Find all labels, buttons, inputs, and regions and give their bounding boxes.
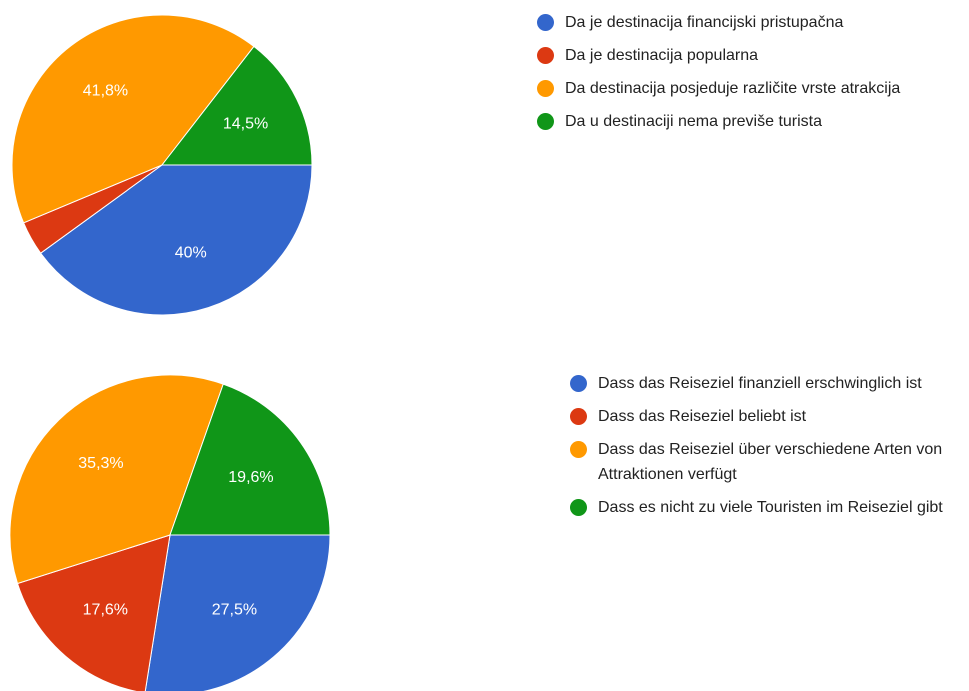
legend-item: Dass das Reiseziel finanziell erschwingl… bbox=[570, 371, 960, 396]
legend-swatch bbox=[570, 499, 587, 516]
legend-label: Da destinacija posjeduje različite vrste… bbox=[565, 80, 901, 97]
pie-slice bbox=[160, 45, 313, 166]
pie-slice bbox=[9, 374, 224, 585]
legend-label: Da je destinacija financijski pristupačn… bbox=[565, 14, 844, 31]
pie-slice bbox=[16, 534, 171, 691]
legend-item: Dass das Reiseziel beliebt ist bbox=[570, 404, 960, 429]
pie-slice bbox=[39, 164, 313, 316]
legend-item: Dass es nicht zu viele Touristen im Reis… bbox=[570, 495, 960, 520]
legend-label: Dass das Reiseziel beliebt ist bbox=[598, 408, 807, 425]
slice-label: 19,6% bbox=[228, 469, 273, 486]
legend: Da je destinacija financijski pristupačn… bbox=[537, 10, 917, 142]
slice-label: 41,8% bbox=[83, 82, 128, 99]
legend-item: Da je destinacija popularna bbox=[537, 43, 917, 68]
slice-label: 40% bbox=[175, 245, 207, 262]
slice-label: 27,5% bbox=[212, 602, 257, 619]
pie-slice bbox=[11, 14, 255, 224]
legend-label: Da je destinacija popularna bbox=[565, 47, 759, 64]
legend-label: Dass das Reiseziel über verschiedene Art… bbox=[598, 441, 943, 483]
slice-label: 17,6% bbox=[83, 601, 128, 618]
legend-swatch bbox=[537, 113, 554, 130]
legend-item: Dass das Reiseziel über verschiedene Art… bbox=[570, 437, 960, 487]
slice-label: 14,5% bbox=[223, 115, 268, 132]
slice-label: 35,3% bbox=[78, 455, 123, 472]
pie-slice bbox=[169, 383, 331, 536]
legend-item: Da destinacija posjeduje različite vrste… bbox=[537, 76, 917, 101]
legend-item: Da u destinaciji nema previše turista bbox=[537, 109, 917, 134]
legend-swatch bbox=[570, 441, 587, 458]
pie-slice bbox=[144, 534, 331, 691]
legend-swatch bbox=[537, 47, 554, 64]
legend-swatch bbox=[570, 375, 587, 392]
legend-swatch bbox=[537, 14, 554, 31]
legend-swatch bbox=[570, 408, 587, 425]
legend-item: Da je destinacija financijski pristupačn… bbox=[537, 10, 917, 35]
legend-label: Dass das Reiseziel finanziell erschwingl… bbox=[598, 375, 922, 392]
legend-label: Dass es nicht zu viele Touristen im Reis… bbox=[598, 499, 943, 516]
legend: Dass das Reiseziel finanziell erschwingl… bbox=[570, 371, 960, 528]
legend-swatch bbox=[537, 80, 554, 97]
legend-label: Da u destinaciji nema previše turista bbox=[565, 113, 823, 130]
